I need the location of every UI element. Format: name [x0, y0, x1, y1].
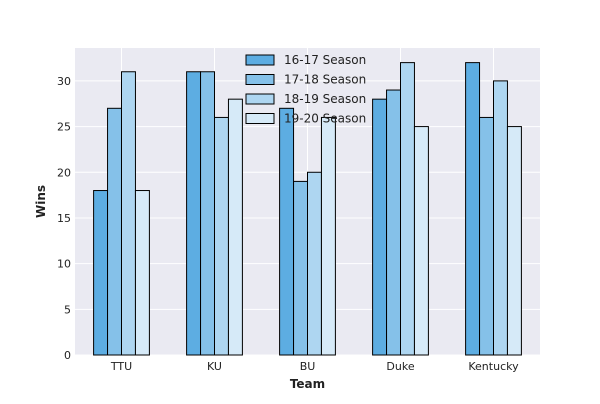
legend-swatch: [245, 93, 275, 105]
bars: [93, 62, 522, 356]
x-tick-label: BU: [300, 360, 316, 373]
bar: [293, 180, 308, 356]
bar: [186, 71, 202, 356]
x-tick-label: Duke: [386, 360, 414, 373]
bar: [307, 171, 322, 356]
bar: [493, 80, 508, 356]
legend: 16-17 Season 17-18 Season 18-19 Season 19-2…: [245, 53, 366, 126]
bar: [400, 62, 415, 356]
y-tick-label: 0: [64, 349, 71, 362]
legend-label: 18-19 Season: [284, 92, 366, 106]
legend-swatch: [245, 113, 275, 124]
bar: [134, 190, 150, 356]
x-tick-label: TTU: [110, 360, 132, 373]
legend-swatch: [245, 54, 275, 66]
bar: [413, 126, 429, 356]
bar: [372, 98, 388, 356]
y-tick-label: 5: [64, 303, 71, 316]
y-tick-label: 15: [57, 212, 71, 225]
bar: [214, 116, 229, 356]
bar: [386, 89, 401, 356]
bar: [107, 107, 123, 356]
y-tick-label: 10: [57, 258, 71, 271]
bar: [121, 71, 136, 356]
bar: [479, 116, 494, 356]
legend-label: 19-20 Season: [284, 112, 366, 126]
y-axis-ticks: 0 5 10 15 20 25 30: [57, 75, 71, 362]
x-tick-label: KU: [207, 360, 222, 373]
bar: [465, 62, 481, 356]
legend-swatch: [245, 74, 275, 85]
y-tick-label: 25: [57, 121, 71, 134]
y-axis-label: Wins: [34, 185, 48, 218]
bar: [200, 71, 216, 356]
x-tick-label: Kentucky: [468, 360, 519, 373]
y-tick-label: 30: [57, 75, 71, 88]
x-axis-label: Team: [290, 377, 325, 391]
bar: [227, 98, 243, 356]
bar: [93, 190, 109, 356]
bar: [279, 107, 295, 356]
bar: [506, 126, 522, 356]
legend-label: 17-18 Season: [284, 73, 366, 87]
y-tick-label: 20: [57, 166, 71, 179]
legend-label: 16-17 Season: [284, 53, 366, 67]
bar: [320, 116, 336, 356]
x-axis-ticks: TTU KU BU Duke Kentucky: [110, 360, 519, 373]
